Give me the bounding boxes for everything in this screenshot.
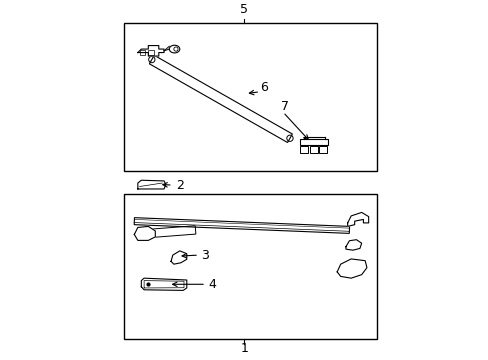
Polygon shape	[141, 278, 186, 291]
Text: 3: 3	[201, 249, 209, 262]
Bar	[123, 23, 377, 171]
Bar	[300, 139, 328, 145]
Text: 2: 2	[176, 179, 183, 192]
Bar	[319, 146, 326, 153]
Bar	[309, 146, 317, 153]
Polygon shape	[138, 180, 165, 189]
Polygon shape	[171, 251, 186, 264]
Bar	[139, 50, 145, 55]
Polygon shape	[134, 226, 155, 240]
Bar	[148, 50, 154, 55]
Bar	[123, 194, 377, 339]
Polygon shape	[347, 212, 368, 226]
Bar	[357, 216, 362, 219]
Text: 1: 1	[240, 342, 248, 355]
Text: 4: 4	[208, 278, 216, 291]
Bar	[300, 146, 307, 153]
Text: 5: 5	[240, 3, 248, 16]
Polygon shape	[138, 46, 163, 56]
Polygon shape	[345, 240, 361, 250]
Text: 7: 7	[280, 100, 288, 113]
Text: 6: 6	[259, 81, 267, 94]
Polygon shape	[337, 259, 366, 278]
